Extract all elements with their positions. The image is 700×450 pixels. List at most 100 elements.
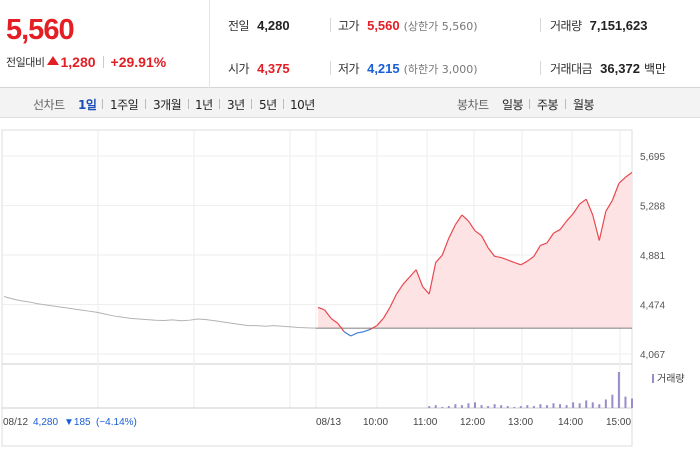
divider bbox=[529, 99, 530, 109]
stat-sub: (상한가 5,560) bbox=[403, 20, 478, 33]
change-label: 전일대비 bbox=[6, 56, 45, 69]
volume-bar bbox=[585, 400, 588, 408]
period-3y[interactable]: 3년 bbox=[227, 98, 245, 112]
price-segment bbox=[324, 309, 332, 319]
price-segment bbox=[330, 317, 338, 324]
volume-bar bbox=[487, 406, 490, 408]
volume-bar bbox=[493, 404, 496, 408]
volume-bar bbox=[611, 394, 614, 408]
price-segment bbox=[566, 213, 574, 222]
y-tick-label: 4,067 bbox=[640, 350, 665, 361]
volume-bar bbox=[519, 406, 522, 408]
candle-monthly[interactable]: 월봉 bbox=[573, 98, 595, 112]
price-segment bbox=[382, 307, 391, 319]
change-rate: +29.91% bbox=[110, 54, 167, 70]
volume-bar bbox=[532, 406, 535, 408]
price-segment bbox=[317, 306, 325, 311]
volume-bar bbox=[572, 402, 575, 408]
stat-label: 전일 bbox=[228, 19, 250, 33]
price-segment bbox=[467, 220, 476, 232]
change-row: 전일대비 1,280 +29.91% bbox=[6, 54, 166, 70]
volume-bar bbox=[526, 405, 529, 408]
price-segment bbox=[376, 317, 384, 327]
stat-volume: 거래량 7,151,623 bbox=[550, 17, 647, 34]
stat-label: 고가 bbox=[338, 19, 360, 33]
volume-bars bbox=[428, 372, 633, 408]
stat-value: 36,372 bbox=[600, 61, 640, 76]
volume-bar bbox=[552, 403, 555, 408]
stat-prev-close: 전일 4,280 bbox=[228, 17, 290, 34]
period-1y[interactable]: 1년 bbox=[195, 98, 213, 112]
time-axis: 08/12 4,280 ▼185 (−4.14%) 08/13 10:00 11:0… bbox=[3, 417, 631, 428]
stat-label: 거래대금 bbox=[550, 62, 593, 76]
volume-bar bbox=[591, 402, 594, 408]
volume-bar bbox=[428, 406, 431, 408]
price-segment bbox=[415, 269, 424, 287]
period-3m[interactable]: 3개월 bbox=[153, 98, 182, 112]
volume-bar bbox=[434, 405, 437, 408]
line-chart-title: 선차트 bbox=[33, 98, 65, 112]
divider bbox=[540, 18, 541, 32]
period-5y[interactable]: 5년 bbox=[259, 98, 277, 112]
price-segment bbox=[389, 293, 398, 308]
y-tick-label: 4,881 bbox=[640, 251, 665, 262]
stat-open: 시가 4,375 bbox=[228, 60, 290, 77]
price-segment bbox=[350, 332, 358, 337]
price-segment bbox=[422, 286, 430, 295]
stat-label: 저가 bbox=[338, 62, 360, 76]
stat-amount: 거래대금 36,372 백만 bbox=[550, 60, 666, 77]
volume-bar bbox=[617, 372, 620, 408]
volume-bar bbox=[460, 405, 463, 408]
time-label: 08/13 bbox=[316, 417, 341, 428]
price-segment bbox=[579, 198, 587, 205]
divider bbox=[330, 61, 331, 75]
stat-high: 고가 5,560 (상한가 5,560) bbox=[338, 17, 478, 34]
today-area-fill bbox=[318, 172, 632, 329]
period-1d[interactable]: 1일 bbox=[78, 98, 97, 112]
price-segment bbox=[618, 176, 626, 184]
price-segment bbox=[337, 322, 345, 333]
divider bbox=[102, 56, 104, 68]
price-segment bbox=[572, 203, 581, 215]
price-segment bbox=[625, 171, 633, 178]
volume-bar bbox=[631, 398, 633, 408]
stat-value: 4,215 bbox=[367, 61, 400, 76]
divider bbox=[145, 99, 146, 109]
price-segment bbox=[500, 256, 508, 261]
volume-bar bbox=[467, 403, 470, 408]
stat-sub: (하한가 3,000) bbox=[403, 63, 478, 76]
price-segment bbox=[461, 214, 469, 222]
period-1w[interactable]: 1주일 bbox=[110, 98, 139, 112]
volume-bar bbox=[559, 404, 562, 408]
price-segment bbox=[553, 229, 561, 234]
stat-label: 시가 bbox=[228, 62, 250, 76]
price-segment bbox=[592, 214, 600, 241]
price-segment bbox=[448, 224, 456, 239]
volume-bar bbox=[604, 399, 607, 408]
stat-value: 4,280 bbox=[257, 18, 290, 33]
price-segment bbox=[487, 247, 496, 257]
price-segment bbox=[494, 255, 502, 259]
price-segment bbox=[481, 235, 489, 249]
candle-chart-title: 봉차트 bbox=[457, 98, 489, 112]
stat-value: 5,560 bbox=[367, 18, 400, 33]
price-segment bbox=[454, 214, 463, 226]
chart-toolbar: 선차트 1일 1주일 3개월 1년 3년 5년 10년 봉차트 일봉 주봉 월봉 bbox=[0, 88, 700, 118]
candle-daily[interactable]: 일봉 bbox=[502, 98, 524, 112]
prev-change-label: ▼185 bbox=[64, 417, 91, 428]
price-segment bbox=[409, 269, 417, 278]
price-segment bbox=[428, 262, 437, 295]
price-segment bbox=[370, 325, 378, 330]
volume-legend-label: 거래량 bbox=[657, 373, 685, 385]
today-price-line bbox=[317, 171, 633, 337]
current-price: 5,560 bbox=[6, 14, 75, 46]
price-chart: 5,695 5,288 4,881 4,474 4,067 거래량 08/12 4,28… bbox=[1, 129, 685, 447]
prev-day-line bbox=[3, 295, 317, 329]
time-label: 13:00 bbox=[508, 417, 533, 428]
candle-weekly[interactable]: 주봉 bbox=[537, 98, 559, 112]
price-segment bbox=[402, 276, 411, 285]
volume-bar bbox=[474, 402, 476, 408]
price-segment bbox=[435, 254, 443, 263]
period-10y[interactable]: 10년 bbox=[290, 98, 315, 112]
volume-bar bbox=[624, 396, 627, 408]
